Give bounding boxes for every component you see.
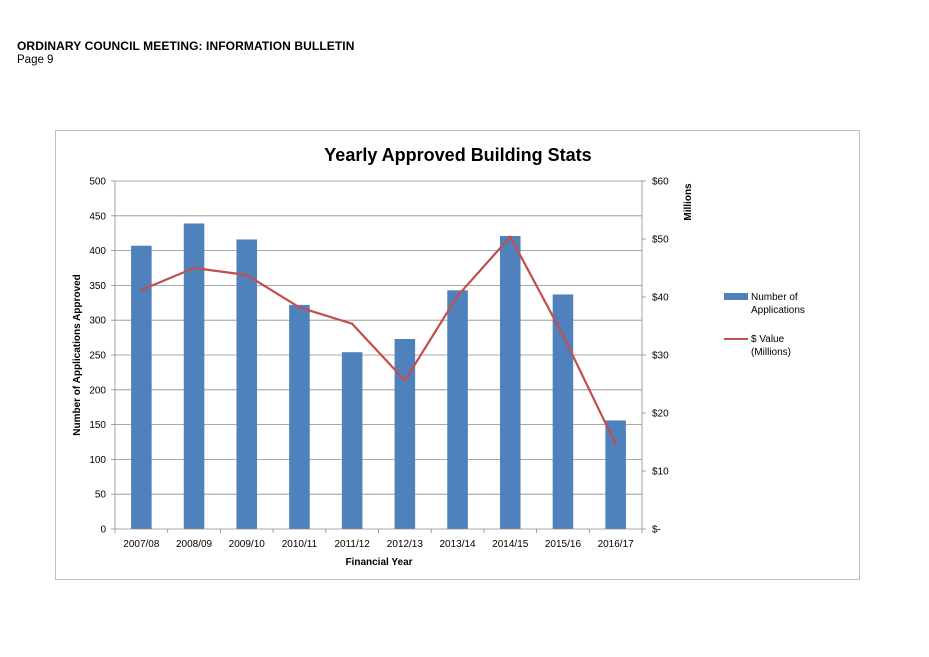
legend-line-label-line1: $ Value (751, 334, 785, 345)
bar (289, 304, 310, 529)
bar (447, 290, 468, 529)
bar (499, 235, 521, 529)
bar (552, 294, 574, 529)
line-point (614, 443, 617, 446)
bar (236, 239, 258, 529)
x-tick-label: 2010/11 (282, 539, 318, 550)
x-tick-label: 2014/15 (492, 539, 529, 550)
line-point (456, 294, 459, 298)
y-tick-label: 0 (100, 525, 106, 536)
bar (183, 223, 205, 529)
y2-tick-label: $20 (652, 409, 669, 420)
y-tick-label: 400 (89, 246, 106, 257)
y2-tick-label: $40 (652, 293, 669, 304)
y-tick-label: 250 (89, 351, 106, 362)
line-point (509, 235, 512, 238)
x-tick-label: 2008/09 (176, 539, 213, 550)
x-tick-label: 2007/08 (123, 539, 160, 550)
line-point (561, 334, 565, 337)
bar-series (131, 223, 626, 529)
y-tick-label: 450 (89, 211, 106, 222)
page-number: Page 9 (17, 54, 54, 66)
line-point (140, 288, 143, 292)
x-tick-label: 2016/17 (598, 539, 635, 550)
x-tick-label: 2015/16 (545, 539, 582, 550)
bar (341, 352, 363, 529)
y2-axis-title: Millions (683, 183, 694, 221)
chart-title: Yearly Approved Building Stats (324, 145, 591, 165)
tick-labels: 0 50 100 150 200 250 300 350 400 450 500 $- $10 $20 $3… (89, 177, 669, 551)
y2-tick-label: $50 (652, 235, 669, 246)
y-tick-label: 350 (89, 281, 106, 292)
chart-area: Yearly Approved Building Stats 0 50 100 150… (55, 130, 860, 580)
y-axis-title: Number of Applications Approved (72, 274, 83, 436)
legend-line-label-line2: (Millions) (751, 347, 791, 358)
chart-canvas: Yearly Approved Building Stats 0 50 100 150… (72, 145, 805, 568)
document-title: ORDINARY COUNCIL MEETING: INFORMATION BU… (17, 39, 355, 53)
y-tick-label: 500 (89, 177, 106, 188)
y2-tick-label: $30 (652, 351, 669, 362)
y-tick-label: 50 (95, 490, 107, 501)
legend: Number of Applications $ Value (Millions… (724, 292, 805, 358)
line-point (350, 322, 354, 325)
line-series (140, 235, 617, 446)
legend-bar-label-line2: Applications (751, 305, 805, 316)
y-tick-label: 300 (89, 316, 106, 327)
y-tick-label: 100 (89, 455, 106, 466)
line-point (403, 379, 407, 382)
bar (131, 245, 152, 529)
legend-bar-label-line1: Number of (751, 292, 798, 303)
y2-tick-label: $60 (652, 177, 669, 188)
x-tick-label: 2013/14 (439, 539, 476, 550)
line-point (192, 266, 196, 270)
x-axis-title: Financial Year (345, 557, 412, 568)
x-tick-label: 2009/10 (229, 539, 266, 550)
y-tick-label: 200 (89, 385, 106, 396)
y2-tick-label: $- (652, 525, 661, 536)
value-line (140, 235, 617, 445)
x-tick-label: 2011/12 (334, 539, 370, 550)
bar (394, 338, 416, 529)
y2-tick-label: $10 (652, 467, 669, 478)
bar (605, 420, 626, 529)
line-point (245, 273, 248, 277)
line-point (298, 306, 301, 309)
legend-bar-swatch (724, 293, 748, 300)
y-tick-label: 150 (89, 420, 106, 431)
document-header: ORDINARY COUNCIL MEETING: INFORMATION BU… (17, 39, 354, 66)
axes (111, 180, 646, 533)
x-tick-label: 2012/13 (387, 539, 424, 550)
